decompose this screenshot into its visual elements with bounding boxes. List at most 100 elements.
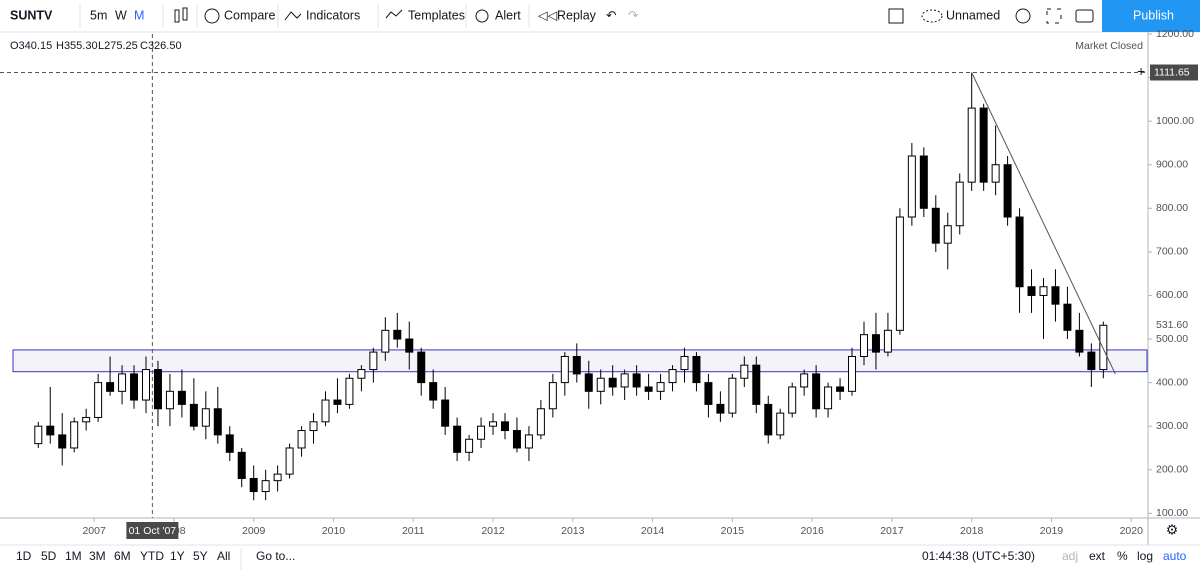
range-button[interactable]: All xyxy=(217,549,230,563)
market-status: Market Closed xyxy=(1075,40,1143,52)
x-tick-label: 2019 xyxy=(1040,525,1064,537)
candle-body xyxy=(177,390,186,405)
layout-icon[interactable] xyxy=(888,8,904,24)
candle-body xyxy=(644,386,653,392)
y-tick-label: 800.00 xyxy=(1156,202,1188,214)
candle-body xyxy=(1051,286,1060,305)
x-tick-label: 2016 xyxy=(800,525,824,537)
candle-body xyxy=(141,369,150,401)
interval[interactable]: M xyxy=(134,8,144,22)
candle-body xyxy=(859,334,868,357)
snapshot-icon[interactable] xyxy=(1075,9,1094,23)
redo[interactable]: ↷ xyxy=(628,8,639,22)
range-button[interactable]: 5D xyxy=(41,549,57,563)
undo[interactable]: ↶ xyxy=(606,8,617,22)
goto-button[interactable]: Go to... xyxy=(256,549,295,563)
candle-body xyxy=(572,355,581,375)
trendline xyxy=(971,72,1116,375)
candle-body xyxy=(94,382,103,418)
candle-body xyxy=(824,386,833,410)
candle-body xyxy=(548,382,557,410)
candle-body xyxy=(441,399,450,427)
high-label: 1111.65 xyxy=(1154,66,1190,78)
candle-body xyxy=(1087,351,1096,371)
candle-body xyxy=(405,338,414,353)
candle-body xyxy=(800,373,809,388)
candle-body xyxy=(465,438,474,453)
range-button[interactable]: 1Y xyxy=(170,549,185,563)
candle-body xyxy=(895,216,904,331)
candle-body xyxy=(1075,329,1084,353)
alert-icon[interactable] xyxy=(475,9,489,23)
x-tick-label: 2017 xyxy=(880,525,904,537)
templates-icon[interactable] xyxy=(385,9,403,19)
indicators-button[interactable]: Indicators xyxy=(306,8,360,22)
x-tick-label: 2010 xyxy=(322,525,346,537)
indicators-icon[interactable] xyxy=(284,11,302,21)
publish-background[interactable] xyxy=(1102,0,1200,32)
candle-body xyxy=(70,421,79,449)
candle-body xyxy=(536,408,545,436)
candle-body xyxy=(500,421,509,432)
x-tick-label: 2013 xyxy=(561,525,585,537)
scale-option[interactable]: auto xyxy=(1163,549,1187,563)
candle-body xyxy=(1039,286,1048,296)
publish-button[interactable]: Publish xyxy=(1133,8,1174,22)
candle-body xyxy=(512,430,521,449)
candle-body xyxy=(812,373,821,410)
candle-body xyxy=(237,451,246,479)
legend-close: C326.50 xyxy=(140,40,182,52)
compare-icon[interactable] xyxy=(204,8,220,24)
scale-option[interactable]: adj xyxy=(1062,549,1078,563)
candle-body xyxy=(417,351,426,384)
candle-body xyxy=(393,329,402,340)
cloud-icon xyxy=(921,9,943,23)
y-tick-label: 1000.00 xyxy=(1156,115,1194,127)
range-button[interactable]: 1M xyxy=(65,549,82,563)
replay-icon[interactable]: ◁◁ xyxy=(538,8,558,22)
scale-option[interactable]: ext xyxy=(1089,549,1106,563)
crosshair-label-bg xyxy=(126,522,179,539)
candle-body xyxy=(692,355,701,384)
alert-button[interactable]: Alert xyxy=(495,8,521,22)
replay-button[interactable]: Replay xyxy=(557,8,597,22)
interval[interactable]: W xyxy=(115,8,127,22)
fullscreen-icon[interactable] xyxy=(1046,8,1062,24)
last-price-label: 531.60 xyxy=(1156,319,1188,331)
scale-option[interactable]: % xyxy=(1117,549,1128,563)
y-tick-label: 900.00 xyxy=(1156,159,1188,171)
candle-body xyxy=(883,329,892,353)
range-button[interactable]: 3M xyxy=(89,549,106,563)
candle-body xyxy=(1063,303,1072,331)
axis-settings[interactable]: ⚙ xyxy=(1166,522,1179,538)
candle-body xyxy=(716,403,725,414)
candle-body xyxy=(489,421,498,427)
y-tick-label: 700.00 xyxy=(1156,246,1188,258)
settings-icon[interactable] xyxy=(1015,8,1031,24)
range-button[interactable]: 1D xyxy=(16,549,32,563)
compare-button[interactable]: Compare xyxy=(224,8,275,22)
y-tick-label: 1200.00 xyxy=(1156,28,1194,40)
candle-body xyxy=(560,355,569,384)
interval[interactable]: 5m xyxy=(90,8,107,22)
candle-body xyxy=(728,377,737,414)
candle-icon[interactable] xyxy=(174,7,188,23)
templates-button[interactable]: Templates xyxy=(408,8,465,22)
plus-icon[interactable]: + xyxy=(1137,63,1145,79)
candle-body xyxy=(429,382,438,401)
candle-body xyxy=(34,425,43,445)
range-button[interactable]: 5Y xyxy=(193,549,208,563)
range-button[interactable]: 6M xyxy=(114,549,131,563)
candle-body xyxy=(309,421,318,432)
y-tick-label: 600.00 xyxy=(1156,289,1188,301)
candle-body xyxy=(82,416,91,423)
range-button[interactable]: YTD xyxy=(140,549,164,563)
candle-body xyxy=(369,351,378,371)
layout-name[interactable]: Unnamed xyxy=(946,8,1000,22)
symbol[interactable]: SUNTV xyxy=(10,8,53,22)
scale-option[interactable]: log xyxy=(1137,549,1153,563)
candle-body xyxy=(297,430,306,449)
high-label-bg xyxy=(1150,64,1198,81)
